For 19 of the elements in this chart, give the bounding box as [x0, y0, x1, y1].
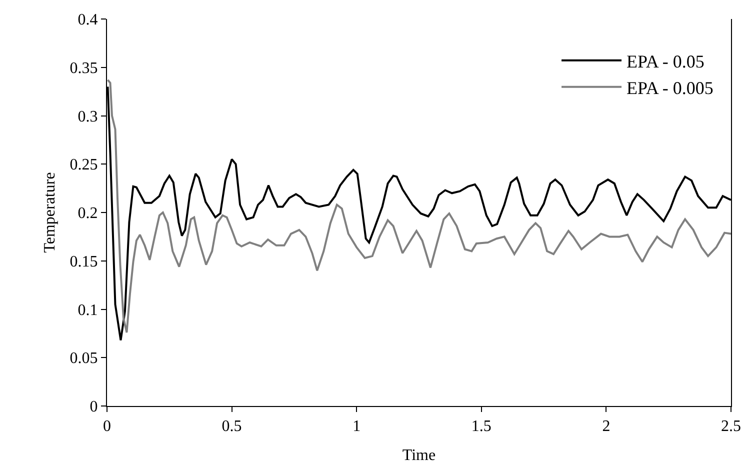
y-tick-label: 0.25	[70, 156, 98, 174]
legend-label: EPA - 0.005	[626, 78, 714, 98]
y-tick-label: 0.4	[78, 12, 98, 29]
y-tick-label: 0	[90, 398, 98, 416]
x-axis-title: Time	[402, 446, 436, 464]
y-tick-label: 0.15	[70, 253, 98, 270]
legend-label: EPA - 0.05	[626, 51, 704, 72]
x-tick-label: 1.5	[471, 418, 492, 436]
y-tick-label: 0.35	[70, 60, 98, 77]
x-tick-label: 2	[602, 418, 610, 436]
y-tick-label: 0.05	[70, 350, 98, 368]
x-tick-label: 1	[352, 418, 361, 436]
y-tick-label: 0.3	[78, 108, 98, 126]
x-tick-label: 2.5	[721, 418, 741, 436]
x-tick-label: 0	[103, 418, 111, 436]
y-tick-label: 0.1	[78, 302, 98, 319]
x-tick-label: 0.5	[222, 418, 242, 436]
y-tick-label: 0.2	[78, 205, 98, 222]
y-axis-title: Temperature	[42, 172, 59, 253]
